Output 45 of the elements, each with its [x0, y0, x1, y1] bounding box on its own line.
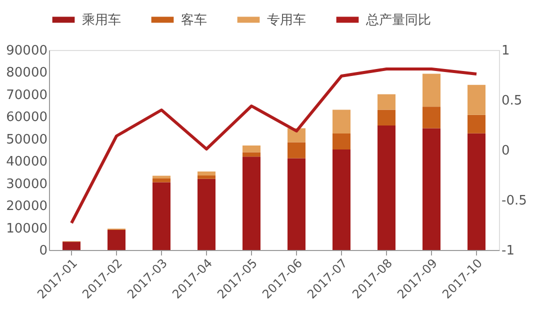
y-tick-label: 70000 — [6, 88, 48, 103]
bar — [242, 152, 260, 157]
y-tick-label: 30000 — [6, 176, 48, 192]
bar — [332, 150, 350, 250]
y2-tick-label: -1 — [502, 244, 514, 258]
y-tick-label: 10000 — [6, 221, 48, 236]
y-tick-label: 0 — [39, 244, 48, 258]
bar — [288, 158, 306, 250]
bar — [378, 126, 396, 250]
y2-tick-label: -0.5 — [502, 194, 527, 208]
bar — [152, 178, 170, 182]
y-tick-label: 20000 — [6, 199, 48, 214]
bar — [332, 110, 350, 134]
bar — [422, 74, 440, 107]
y2-tick-label: 1 — [502, 44, 510, 58]
bar — [468, 114, 486, 134]
y-tick-label: 50000 — [6, 132, 48, 148]
bar — [242, 156, 260, 250]
legend-label: 专用车 — [267, 12, 306, 28]
y-tick-label: 80000 — [6, 66, 48, 81]
bar — [422, 128, 440, 250]
bar — [242, 146, 260, 152]
y-tick-label: 40000 — [6, 154, 48, 170]
y2-tick-label: 0 — [502, 144, 510, 158]
y2-tick-label: 0.5 — [502, 94, 522, 108]
y-tick-label: 90000 — [6, 44, 48, 58]
legend-label: 乘用车 — [82, 12, 121, 28]
bar — [468, 133, 486, 250]
bar — [108, 230, 126, 250]
bar — [62, 242, 80, 250]
legend-label: 总产量同比 — [365, 12, 431, 28]
legend-label: 客车 — [181, 12, 207, 28]
bar — [422, 106, 440, 128]
bar — [152, 182, 170, 250]
bar — [198, 176, 216, 179]
bar — [198, 172, 216, 176]
bar — [288, 142, 306, 158]
line-series — [70, 68, 478, 224]
bar — [198, 178, 216, 250]
bar — [152, 176, 170, 178]
bar — [332, 134, 350, 150]
bar — [378, 110, 396, 126]
bar — [378, 94, 396, 110]
y-tick-label: 60000 — [6, 110, 48, 126]
bar — [468, 84, 486, 115]
